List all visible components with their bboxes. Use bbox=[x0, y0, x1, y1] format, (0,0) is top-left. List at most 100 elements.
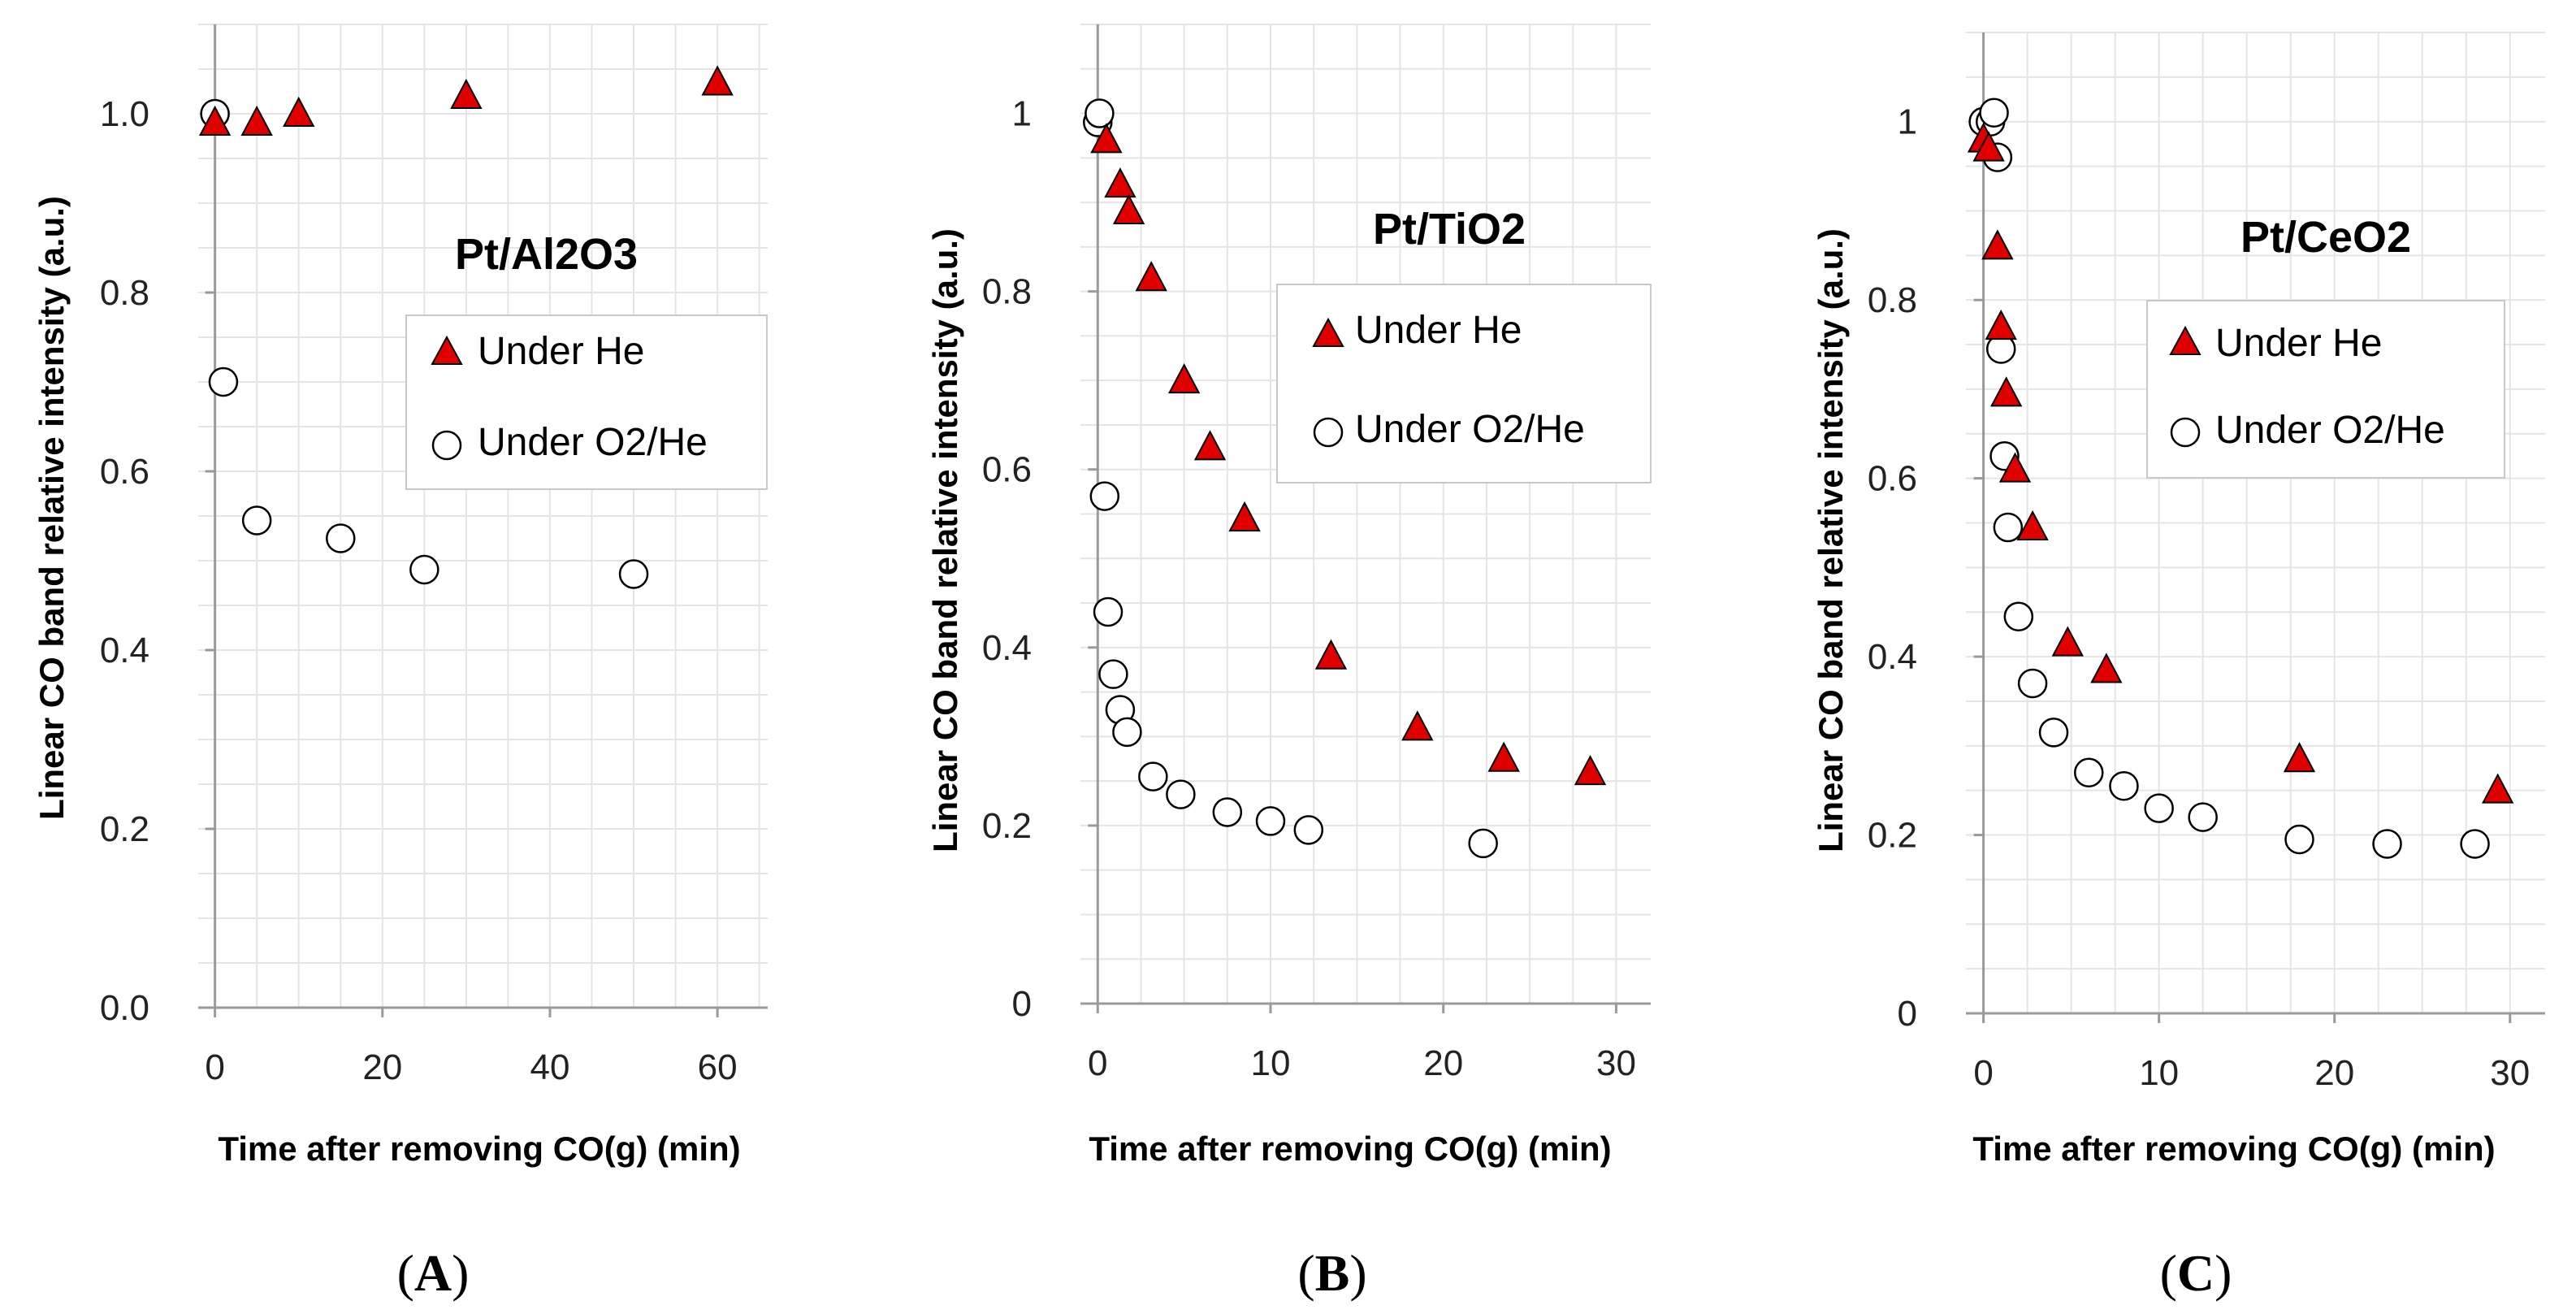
panel-c-y-tick-label: 0.8 bbox=[1868, 280, 1917, 320]
panel-a-legend: Under He Under O2/He bbox=[405, 314, 768, 490]
panel-b-he-point bbox=[1167, 363, 1201, 394]
panel-a-y-ticks: 0.0 0.2 0.4 0.6 0.8 1.0 bbox=[100, 94, 215, 1028]
panel-b-y-ticks: 0 0.2 0.4 0.6 0.8 1 bbox=[982, 94, 1098, 1024]
panel-c-he-point bbox=[1981, 229, 2014, 260]
panel-a-o2he-point bbox=[618, 559, 649, 589]
panel-b-o2he-point bbox=[1212, 797, 1243, 827]
panel-b-legend-box bbox=[1276, 284, 1652, 484]
panel-c-o2he-point bbox=[2460, 829, 2490, 859]
panel-a-x-tick-label: 40 bbox=[530, 1047, 569, 1087]
panel-b-axes bbox=[1080, 24, 1651, 1005]
panel-c-y-tick-label: 1 bbox=[1898, 102, 1917, 142]
panel-c-o2he-point bbox=[2017, 668, 2048, 699]
panel-a-gridlines bbox=[198, 24, 768, 1008]
panel-a-x-tick-label: 0 bbox=[205, 1047, 224, 1087]
panel-b-gridlines bbox=[1080, 24, 1651, 1004]
panel-a-y-tick-label: 0.6 bbox=[100, 452, 149, 492]
panel-c-x-label: Time after removing CO(g) (min) bbox=[1972, 1130, 2495, 1168]
panel-c-legend: Under He Under O2/He bbox=[2146, 300, 2505, 479]
panel-b-legend-he: Under He bbox=[1355, 309, 1522, 352]
panel-b-o2he-point bbox=[1166, 779, 1196, 809]
panel-b-label: (B) bbox=[1297, 1244, 1366, 1302]
panel-a-x-label: Time after removing CO(g) (min) bbox=[218, 1130, 740, 1168]
panel-b-legend-circle-icon bbox=[1313, 417, 1344, 448]
panel-c-o2he-point bbox=[2144, 793, 2174, 823]
panel-a-he-point bbox=[450, 78, 483, 109]
panel-b-x-ticks: 0 10 20 30 bbox=[1088, 1004, 1636, 1083]
panel-c-legend-box bbox=[2146, 300, 2505, 479]
panel-c-he-point bbox=[1990, 376, 2023, 407]
panel-c-he-point bbox=[2051, 626, 2084, 657]
panel-c-he-point bbox=[2283, 742, 2316, 773]
panel-a-he-point bbox=[198, 105, 232, 136]
panel-b-title: Pt/TiO2 bbox=[1373, 205, 1526, 254]
panel-b-x-tick-label: 0 bbox=[1088, 1043, 1107, 1083]
panel-a-legend-box bbox=[405, 314, 768, 490]
panel-c-legend-circle-icon bbox=[2170, 417, 2201, 448]
panel-a-o2he-point bbox=[241, 505, 272, 536]
panel-a-x-tick-label: 20 bbox=[362, 1047, 402, 1087]
panel-c-he-point bbox=[2482, 773, 2514, 804]
panel-b-y-tick-label: 0.6 bbox=[982, 450, 1032, 490]
panel-b-y-tick-label: 0.4 bbox=[982, 628, 1032, 668]
panel-c-y-tick-label: 0.6 bbox=[1868, 459, 1917, 499]
panel-a-y-tick-label: 0.8 bbox=[100, 273, 149, 313]
panel-c-legend-he: Under He bbox=[2215, 322, 2382, 365]
panel-b-o2he-point bbox=[1089, 481, 1120, 511]
panel-b-he-point bbox=[1314, 639, 1348, 670]
panel-a-y-tick-label: 1.0 bbox=[100, 94, 149, 134]
panel-c-o2he-point bbox=[2003, 601, 2034, 631]
panel-b-he-point bbox=[1090, 123, 1123, 154]
panel-a-label: (A) bbox=[397, 1244, 470, 1302]
panel-b: 0 10 20 30 0 0.2 0.4 0.6 0.8 1 Pt/TiO2 Under He … bbox=[926, 24, 1652, 1302]
panel-a-o2he-point bbox=[409, 554, 439, 585]
panel-c-he-point bbox=[2016, 510, 2049, 540]
panel-c-o2he-point bbox=[2284, 824, 2314, 855]
panel-c-x-tick-label: 30 bbox=[2490, 1053, 2530, 1093]
panel-c-x-tick-label: 20 bbox=[2314, 1053, 2354, 1093]
panel-b-o2he-point bbox=[1138, 761, 1168, 791]
panel-a-he-point bbox=[240, 105, 273, 136]
panel-a-y-tick-label: 0.0 bbox=[100, 988, 149, 1028]
panel-b-o2he-point bbox=[1085, 98, 1115, 128]
panel-a-he-point bbox=[283, 96, 315, 127]
panel-b-o2he-point bbox=[1098, 659, 1128, 689]
panel-c-he-point bbox=[1998, 452, 2032, 483]
panel-b-y-tick-label: 0.2 bbox=[982, 806, 1032, 846]
panel-b-he-point bbox=[1112, 193, 1145, 225]
panel-c-he-point bbox=[2090, 653, 2123, 683]
panel-a-legend-circle-icon bbox=[431, 430, 462, 461]
panel-b-o2he-point bbox=[1468, 828, 1498, 859]
panel-a-x-tick-label: 60 bbox=[698, 1047, 738, 1087]
panel-a-title: Pt/Al2O3 bbox=[455, 230, 638, 279]
panel-c-y-tick-label: 0.2 bbox=[1868, 816, 1917, 856]
panel-b-x-tick-label: 20 bbox=[1423, 1043, 1463, 1083]
panel-c-o2he-point bbox=[2109, 770, 2139, 801]
panel-b-x-tick-label: 30 bbox=[1596, 1043, 1636, 1083]
panel-a-y-tick-label: 0.4 bbox=[100, 631, 149, 670]
panel-b-he-point bbox=[1574, 755, 1607, 786]
panel-c-he-point bbox=[1972, 131, 2005, 162]
panel-c-o2he-point bbox=[1993, 512, 2024, 543]
panel-b-y-label: Linear CO band relative intensity (a.u.) bbox=[926, 228, 964, 852]
panel-b-points bbox=[1083, 98, 1607, 859]
panel-c-gridlines bbox=[1966, 32, 2545, 1013]
panel-b-he-point bbox=[1193, 430, 1227, 461]
panel-c-title: Pt/CeO2 bbox=[2240, 213, 2411, 262]
panel-a-x-ticks: 0 20 40 60 bbox=[205, 1008, 738, 1087]
panel-c-o2he-point bbox=[2188, 802, 2218, 832]
panel-a-he-point bbox=[701, 65, 734, 96]
panel-b-legend-o2he: Under O2/He bbox=[1355, 408, 1585, 451]
panel-c-x-tick-label: 0 bbox=[1973, 1053, 1993, 1093]
panel-c-o2he-point bbox=[2372, 829, 2402, 859]
panel-a-axes bbox=[198, 24, 768, 1009]
panel-a: 0 20 40 60 0.0 0.2 0.4 0.6 0.8 1.0 Pt/Al2O3 Unde… bbox=[32, 24, 768, 1302]
panel-b-o2he-point bbox=[1093, 596, 1123, 627]
panel-b-o2he-point bbox=[1112, 717, 1142, 748]
panel-b-o2he-point bbox=[1255, 806, 1286, 836]
panel-c-legend-triangle-icon bbox=[2169, 325, 2202, 355]
panel-c-points bbox=[1967, 98, 2514, 859]
panel-a-legend-triangle-icon bbox=[431, 335, 463, 365]
panel-b-o2he-point bbox=[1293, 815, 1324, 845]
